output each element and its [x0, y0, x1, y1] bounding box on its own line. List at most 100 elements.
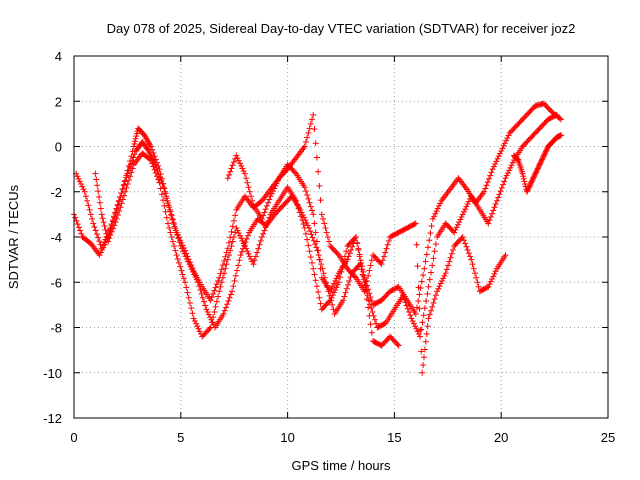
- data-point: [552, 112, 559, 119]
- data-point: [188, 266, 195, 273]
- data-point: [371, 316, 378, 323]
- data-point: [230, 159, 237, 166]
- data-point: [156, 179, 163, 186]
- data-point: [175, 235, 182, 242]
- data-point: [417, 333, 424, 340]
- data-point: [361, 288, 368, 295]
- data-point: [299, 217, 306, 224]
- data-point: [256, 241, 263, 248]
- data-point: [220, 310, 227, 317]
- data-point: [474, 279, 481, 286]
- data-point: [469, 261, 476, 268]
- data-point: [114, 201, 121, 208]
- data-point: [367, 262, 374, 269]
- data-point: [163, 214, 170, 221]
- data-point: [301, 184, 308, 191]
- data-point: [126, 164, 133, 171]
- data-point: [434, 205, 441, 212]
- data-point: [175, 259, 182, 266]
- data-point: [166, 206, 173, 213]
- data-point: [221, 270, 228, 277]
- data-point: [316, 294, 323, 301]
- data-point: [147, 157, 154, 164]
- data-point: [161, 202, 168, 209]
- data-point: [296, 209, 303, 216]
- data-point: [421, 346, 428, 353]
- data-point: [349, 243, 356, 250]
- data-point: [351, 235, 358, 242]
- data-point: [244, 248, 251, 255]
- data-point: [291, 169, 298, 176]
- data-point: [490, 273, 497, 280]
- data-point: [413, 325, 420, 332]
- data-point: [100, 219, 107, 226]
- data-point: [175, 234, 182, 241]
- data-point: [123, 184, 130, 191]
- data-point: [246, 253, 253, 260]
- data-point: [491, 270, 498, 277]
- data-point: [558, 116, 565, 123]
- data-point: [399, 292, 406, 299]
- data-point: [301, 143, 308, 150]
- data-point: [123, 174, 130, 181]
- data-point: [345, 281, 352, 288]
- data-point: [152, 170, 159, 177]
- data-point: [216, 288, 223, 295]
- data-point: [505, 132, 512, 139]
- data-point: [379, 257, 386, 264]
- data-point: [96, 252, 103, 259]
- data-point: [522, 180, 529, 187]
- data-point: [75, 175, 82, 182]
- data-point: [205, 311, 212, 318]
- data-point: [240, 240, 247, 247]
- data-point: [314, 247, 321, 254]
- data-point: [118, 190, 125, 197]
- data-point: [92, 170, 99, 177]
- data-point: [206, 325, 213, 332]
- data-point: [418, 278, 425, 285]
- data-point: [226, 294, 233, 301]
- data-point: [330, 289, 337, 296]
- data-point: [487, 278, 494, 285]
- data-point: [532, 170, 539, 177]
- data-point: [127, 173, 134, 180]
- data-point: [307, 203, 314, 210]
- data-point: [412, 323, 419, 330]
- data-point: [355, 246, 362, 253]
- data-point: [202, 302, 209, 309]
- data-point: [328, 294, 335, 301]
- data-point: [428, 307, 435, 314]
- data-point: [219, 274, 226, 281]
- data-point: [176, 239, 183, 246]
- data-point: [430, 255, 437, 262]
- data-point: [161, 188, 168, 195]
- data-point: [97, 205, 104, 212]
- data-point: [226, 171, 233, 178]
- data-point: [182, 279, 189, 286]
- data-point: [179, 245, 186, 252]
- data-point: [304, 236, 311, 243]
- data-point: [325, 288, 332, 295]
- data-point: [241, 243, 248, 250]
- data-point: [185, 258, 192, 265]
- data-point: [431, 213, 438, 220]
- data-point: [414, 263, 421, 270]
- data-point: [443, 266, 450, 273]
- data-point: [423, 251, 430, 258]
- data-point: [322, 224, 329, 231]
- data-point: [431, 248, 438, 255]
- data-point: [182, 253, 189, 260]
- data-point: [129, 165, 136, 172]
- data-point: [265, 217, 272, 224]
- data-point: [210, 314, 217, 321]
- data-point: [543, 147, 550, 154]
- data-point: [78, 180, 85, 187]
- data-point: [168, 234, 175, 240]
- data-point: [144, 146, 151, 153]
- data-point: [483, 182, 490, 189]
- data-point: [402, 299, 409, 306]
- data-point: [215, 277, 222, 284]
- data-point: [79, 183, 86, 190]
- data-point: [395, 342, 402, 349]
- data-point: [168, 211, 175, 218]
